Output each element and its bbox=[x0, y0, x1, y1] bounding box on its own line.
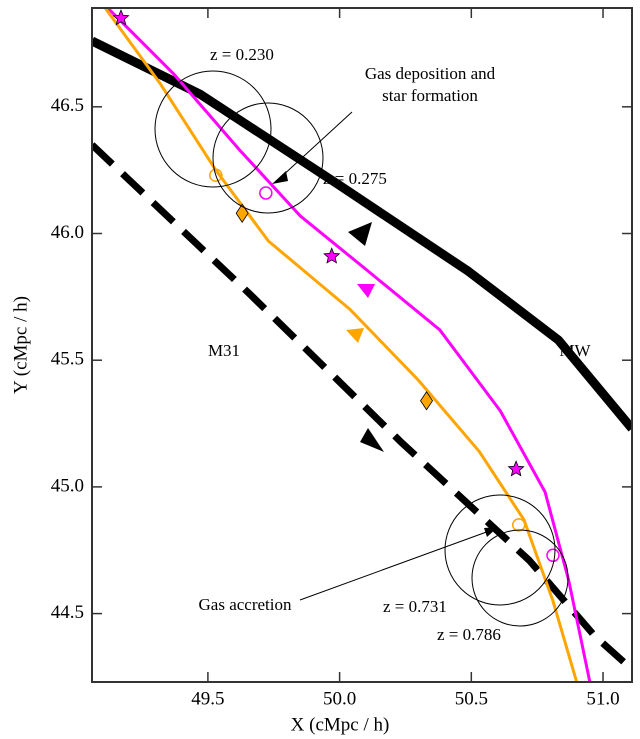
plot-area bbox=[92, 8, 632, 682]
arrowhead bbox=[484, 527, 498, 537]
annotation: z = 0.731 bbox=[383, 597, 447, 616]
epoch-circle bbox=[212, 102, 324, 214]
epoch-circle bbox=[444, 494, 556, 606]
series-line bbox=[106, 8, 592, 682]
annotation-arrow bbox=[299, 529, 493, 601]
direction-arrow bbox=[360, 428, 384, 452]
direction-arrow bbox=[348, 222, 372, 246]
annotation: star formation bbox=[382, 86, 478, 105]
annotation: z = 0.275 bbox=[323, 169, 387, 188]
circle-marker bbox=[546, 548, 560, 563]
annotation: z = 0.786 bbox=[437, 625, 501, 644]
plot-frame bbox=[91, 7, 633, 683]
annotation: M31 bbox=[208, 341, 240, 360]
y-tick-label: 44.5 bbox=[51, 602, 84, 623]
annotation: Gas accretion bbox=[199, 595, 292, 614]
y-tick-label: 46.0 bbox=[51, 222, 84, 243]
epoch-circle bbox=[471, 529, 569, 627]
arrowhead bbox=[272, 171, 288, 184]
star-marker bbox=[507, 460, 525, 477]
y-tick-label: 45.0 bbox=[51, 475, 84, 496]
star-marker bbox=[323, 247, 341, 264]
annotation: MW bbox=[559, 341, 591, 360]
annotation-arrow bbox=[279, 111, 353, 179]
annotation: Gas deposition and bbox=[365, 64, 496, 83]
x-tick-label: 49.5 bbox=[191, 688, 224, 709]
epoch-circle bbox=[154, 70, 272, 188]
x-tick-label: 50.0 bbox=[323, 688, 356, 709]
series-line bbox=[92, 142, 632, 672]
y-tick-label: 46.5 bbox=[51, 95, 84, 116]
circle-marker bbox=[511, 518, 526, 532]
annotation-shapes bbox=[154, 70, 569, 627]
annotation: z = 0.230 bbox=[210, 45, 274, 64]
arrowheads bbox=[272, 171, 498, 537]
star-marker bbox=[112, 9, 130, 26]
series-group bbox=[92, 8, 632, 682]
series-line bbox=[103, 8, 579, 682]
direction-arrow bbox=[346, 328, 364, 343]
direction-arrow bbox=[357, 284, 375, 298]
x-axis-label: X (cMpc / h) bbox=[291, 714, 390, 735]
diamond-marker bbox=[235, 203, 249, 223]
diamond-marker bbox=[420, 391, 434, 411]
y-axis-label: Y (cMpc / h) bbox=[10, 296, 31, 394]
circle-marker bbox=[259, 186, 273, 200]
x-tick-label: 50.5 bbox=[455, 688, 488, 709]
circle-marker bbox=[209, 168, 223, 182]
y-tick-label: 45.5 bbox=[51, 349, 84, 370]
x-tick-label: 51.0 bbox=[586, 688, 619, 709]
